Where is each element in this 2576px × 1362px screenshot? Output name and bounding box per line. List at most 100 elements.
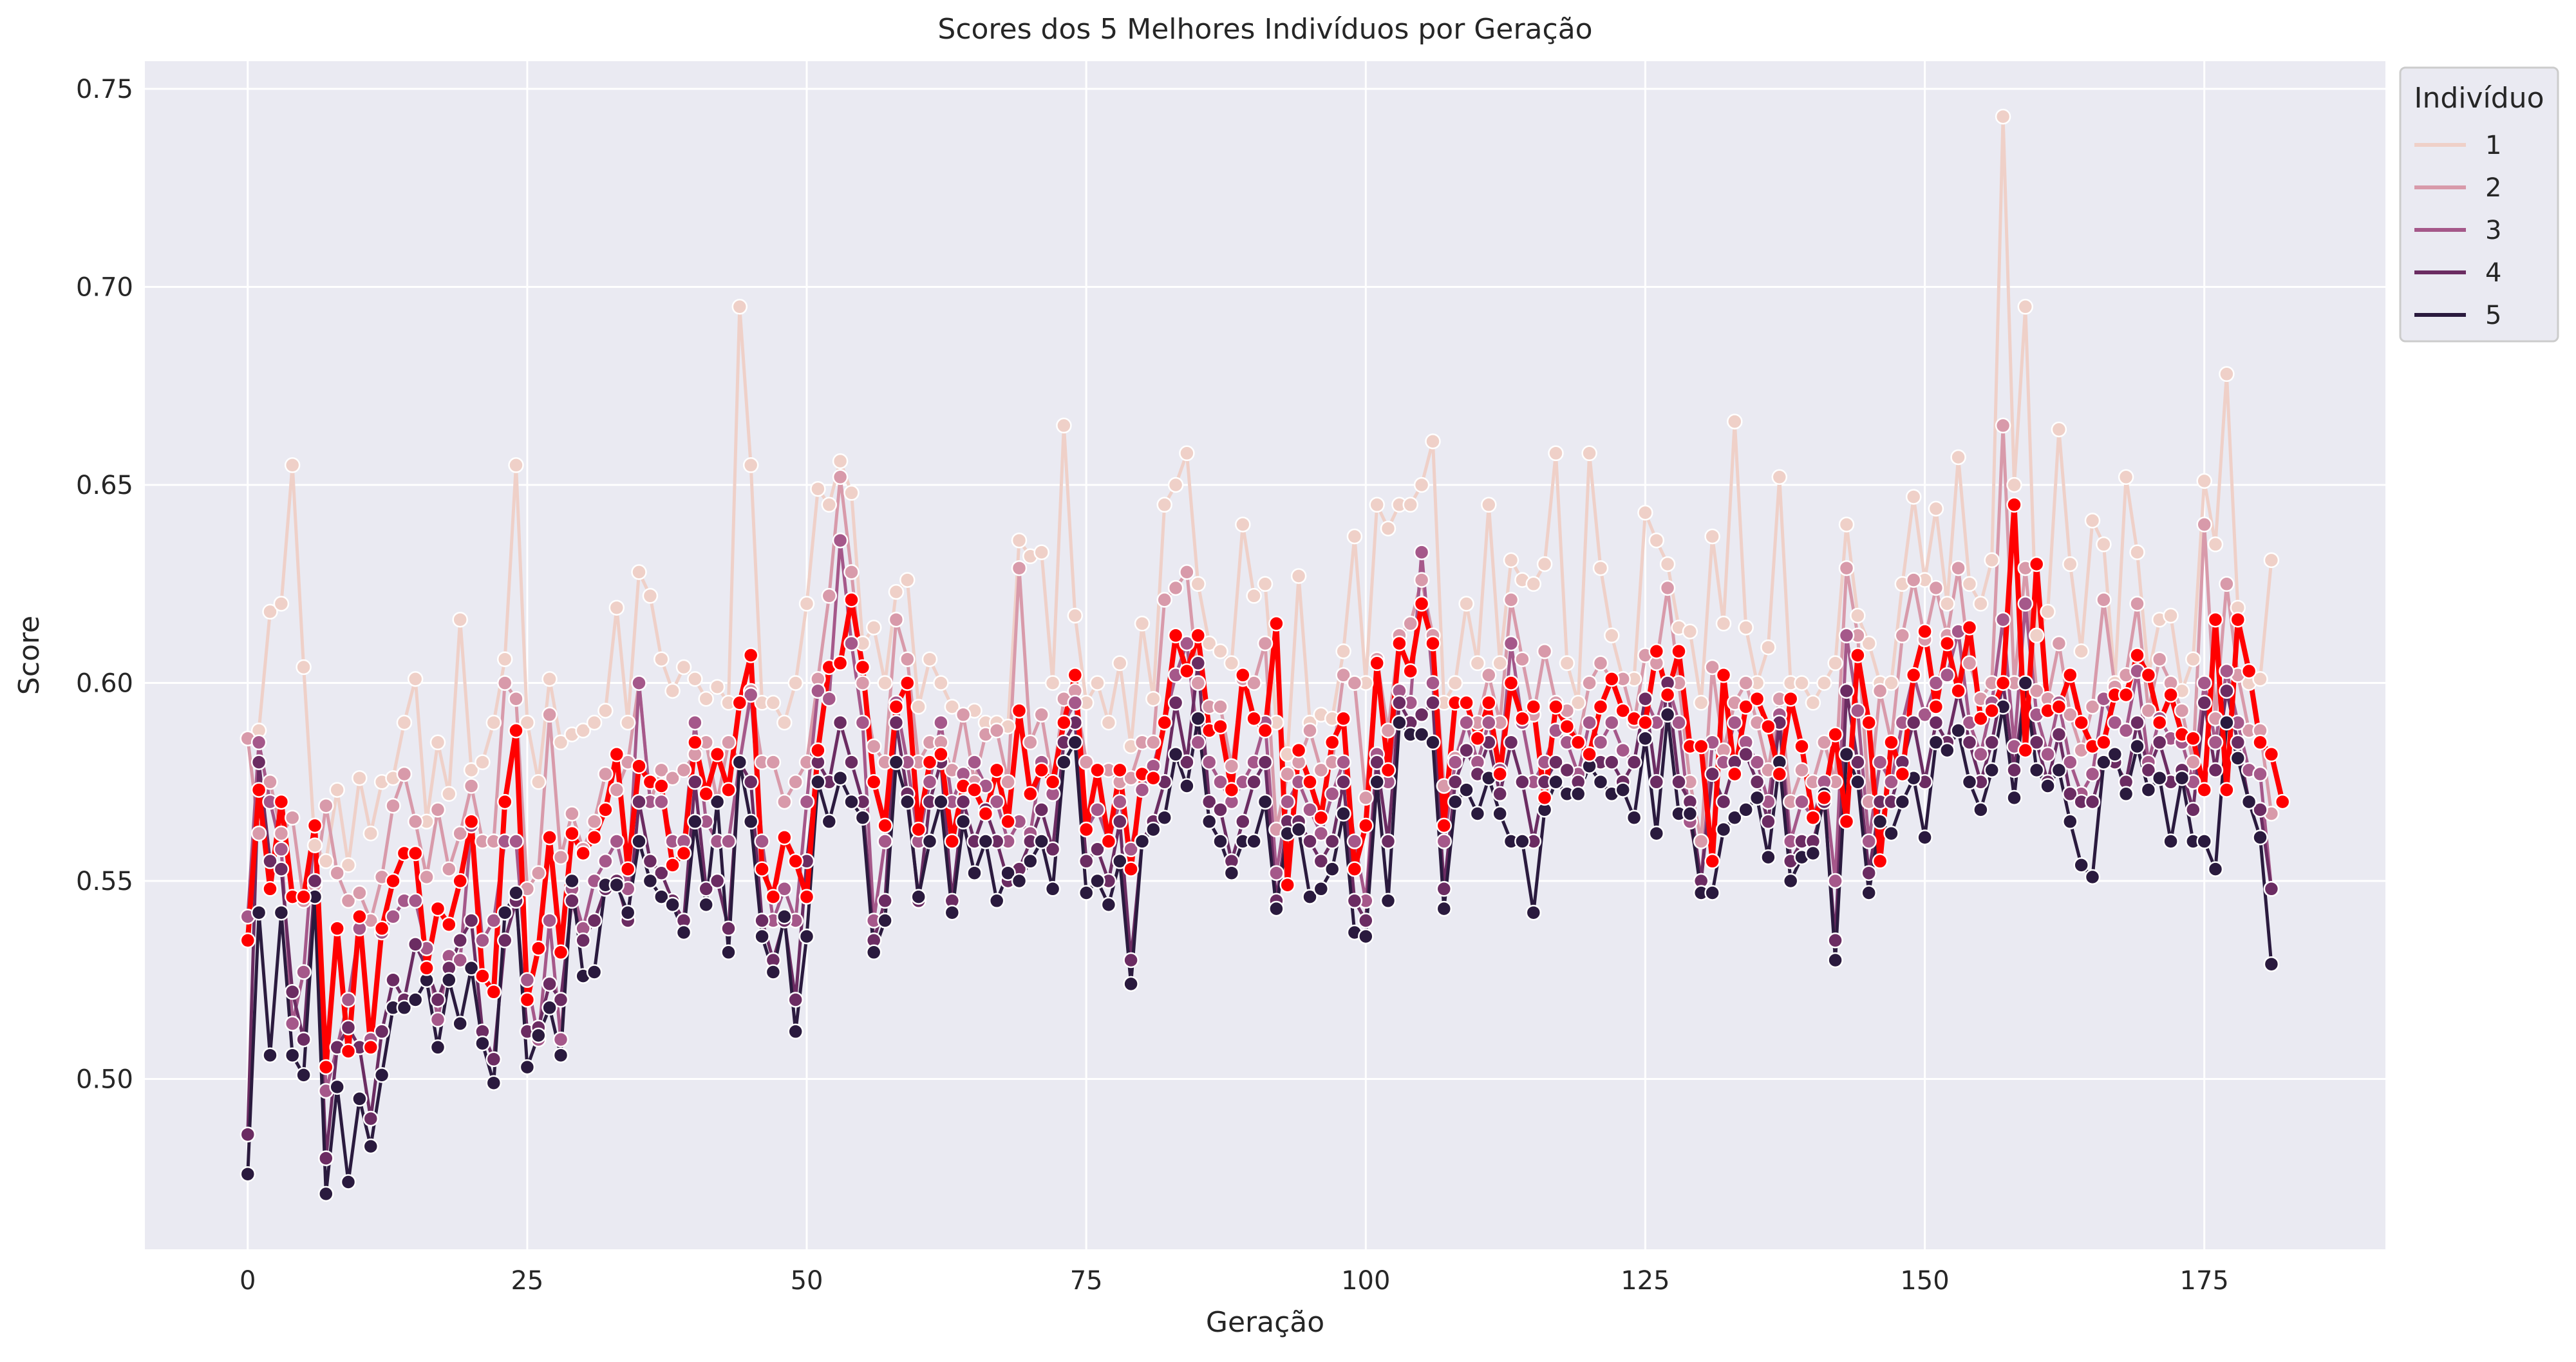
data-point-individuo-1 (1715, 616, 1732, 632)
data-point-individuo-1 (1760, 639, 1776, 656)
data-point-highlight (1481, 695, 1497, 711)
y-tick-label: 0.65 (76, 471, 133, 500)
data-point-individuo-1 (1771, 469, 1788, 486)
data-point-individuo-5 (407, 992, 424, 1008)
data-point-individuo-4 (2006, 762, 2022, 779)
data-point-individuo-1 (262, 603, 278, 620)
data-point-individuo-1 (1816, 675, 1832, 691)
data-point-highlight (1223, 782, 1240, 798)
data-point-individuo-5 (619, 904, 636, 921)
data-point-highlight (1358, 817, 1374, 834)
data-point-individuo-2 (1358, 790, 1374, 806)
data-point-highlight (1413, 596, 1430, 612)
data-point-individuo-4 (318, 1150, 334, 1166)
data-point-individuo-2 (284, 809, 301, 826)
data-point-individuo-3 (1838, 627, 1855, 644)
data-point-highlight (910, 821, 926, 838)
data-point-individuo-4 (1905, 714, 1922, 731)
data-point-individuo-3 (877, 833, 893, 849)
data-point-highlight (1749, 690, 1765, 707)
data-point-individuo-5 (1033, 833, 1049, 849)
data-point-highlight (1760, 718, 1776, 735)
data-point-individuo-1 (1290, 568, 1307, 584)
data-point-individuo-5 (2040, 778, 2056, 794)
data-point-individuo-5 (1167, 746, 1184, 762)
data-point-individuo-5 (810, 774, 826, 790)
data-point-individuo-2 (1402, 616, 1418, 632)
data-point-individuo-2 (664, 770, 681, 786)
data-point-highlight (888, 699, 905, 715)
data-point-highlight (1917, 623, 1933, 639)
data-point-individuo-1 (631, 564, 647, 580)
data-point-highlight (1872, 853, 1888, 869)
data-point-individuo-1 (1637, 504, 1653, 521)
data-point-individuo-2 (352, 885, 368, 901)
data-point-individuo-1 (1648, 532, 1665, 549)
data-point-individuo-1 (1257, 576, 1274, 592)
data-point-individuo-4 (373, 1023, 390, 1040)
data-point-individuo-2 (1380, 723, 1396, 739)
data-point-individuo-1 (475, 754, 491, 770)
data-point-individuo-1 (541, 671, 558, 687)
data-point-individuo-3 (1827, 873, 1843, 889)
data-point-individuo-4 (754, 913, 770, 929)
legend-label-3: 3 (2485, 216, 2501, 245)
data-point-highlight (1167, 627, 1184, 644)
data-point-individuo-3 (1671, 714, 1687, 731)
data-point-individuo-1 (1112, 655, 1128, 672)
data-point-individuo-3 (1995, 611, 2011, 628)
x-tick-label: 0 (240, 1266, 256, 1296)
data-point-highlight (810, 742, 826, 759)
data-point-individuo-5 (2006, 790, 2022, 806)
data-point-individuo-5 (2196, 833, 2212, 849)
data-point-highlight (675, 845, 692, 862)
data-point-highlight (1469, 730, 1486, 746)
data-point-individuo-2 (429, 802, 446, 818)
data-point-individuo-3 (2196, 675, 2212, 691)
data-point-individuo-5 (1201, 813, 1217, 830)
data-point-individuo-2 (531, 865, 547, 881)
data-point-individuo-1 (675, 659, 692, 676)
data-point-individuo-4 (1167, 695, 1184, 711)
data-point-individuo-1 (1011, 532, 1028, 549)
data-point-highlight (1458, 695, 1474, 711)
data-point-individuo-3 (1592, 734, 1609, 751)
data-point-individuo-5 (2118, 786, 2134, 802)
data-point-individuo-5 (463, 960, 480, 976)
data-point-individuo-1 (1458, 596, 1474, 612)
data-point-individuo-2 (1078, 754, 1095, 770)
data-point-individuo-2 (2196, 516, 2212, 533)
data-point-individuo-4 (1637, 690, 1653, 707)
data-point-highlight (407, 845, 424, 862)
data-point-individuo-5 (1637, 730, 1653, 746)
data-point-individuo-5 (318, 1186, 334, 1202)
data-point-individuo-3 (1123, 841, 1139, 858)
data-point-individuo-5 (1436, 900, 1453, 917)
data-point-individuo-1 (463, 762, 480, 779)
data-point-individuo-5 (1525, 904, 1542, 921)
data-point-individuo-2 (1704, 659, 1720, 676)
data-point-highlight (262, 881, 278, 897)
data-point-individuo-1 (2006, 477, 2022, 493)
data-point-individuo-1 (1067, 607, 1084, 624)
data-point-individuo-4 (1838, 683, 1855, 699)
data-point-individuo-1 (1883, 675, 1899, 691)
data-point-individuo-4 (1044, 841, 1061, 858)
data-point-individuo-2 (653, 762, 670, 779)
data-point-highlight (709, 746, 726, 762)
data-point-individuo-1 (1100, 714, 1117, 731)
data-point-individuo-1 (1503, 552, 1519, 569)
data-point-individuo-2 (452, 825, 468, 842)
data-point-individuo-3 (1917, 706, 1933, 723)
data-point-individuo-5 (1044, 881, 1061, 897)
data-point-highlight (373, 920, 390, 937)
data-point-highlight (1246, 710, 1262, 727)
data-point-individuo-4 (1458, 742, 1474, 759)
data-point-individuo-5 (519, 1059, 536, 1075)
data-point-individuo-2 (1011, 560, 1028, 576)
data-point-individuo-3 (519, 972, 536, 988)
data-point-individuo-2 (2051, 635, 2067, 652)
x-tick-label: 50 (791, 1266, 823, 1296)
data-point-individuo-2 (1928, 580, 1944, 596)
data-point-highlight (1011, 703, 1028, 719)
